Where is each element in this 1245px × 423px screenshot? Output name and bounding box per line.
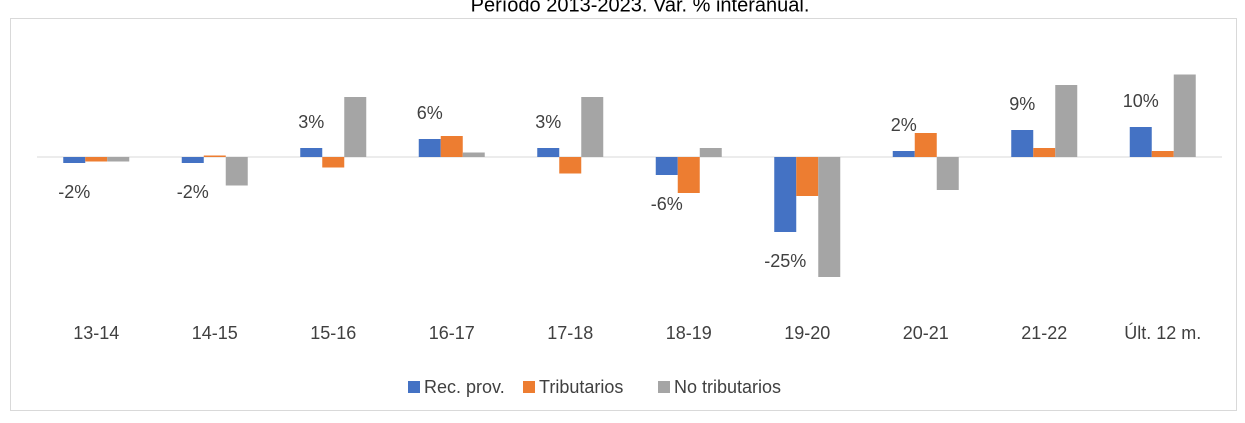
- data-label: -25%: [764, 251, 806, 271]
- bar: [936, 157, 959, 190]
- x-tick-label: 21-22: [1021, 323, 1067, 343]
- legend-label: Rec. prov.: [424, 377, 505, 397]
- bar: [63, 157, 86, 163]
- bar: [322, 157, 345, 168]
- x-tick-label: 13-14: [73, 323, 119, 343]
- data-label: -2%: [58, 182, 90, 202]
- legend-swatch: [408, 381, 420, 393]
- bar: [581, 97, 604, 157]
- x-tick-label: 18-19: [666, 323, 712, 343]
- bar: [818, 157, 841, 277]
- data-label: 6%: [417, 103, 443, 123]
- bar: [655, 157, 678, 175]
- bar: [462, 152, 485, 157]
- bar: [1011, 130, 1034, 157]
- data-label: 3%: [535, 112, 561, 132]
- bar: [796, 157, 819, 196]
- x-tick-label: 17-18: [547, 323, 593, 343]
- bar: [699, 148, 722, 157]
- bar: [1033, 148, 1056, 157]
- bar: [440, 136, 463, 157]
- data-label: 10%: [1123, 91, 1159, 111]
- bar: [677, 157, 700, 193]
- x-tick-label: Últ. 12 m.: [1124, 322, 1201, 343]
- data-label: -2%: [177, 182, 209, 202]
- legend-swatch: [523, 381, 535, 393]
- x-tick-label: 14-15: [192, 323, 238, 343]
- data-label: -6%: [651, 194, 683, 214]
- bar: [892, 151, 915, 157]
- x-tick-label: 19-20: [784, 323, 830, 343]
- legend-label: No tributarios: [674, 377, 781, 397]
- bar: [559, 157, 582, 174]
- bar: [1129, 127, 1152, 157]
- chart-frame: [10, 18, 1237, 411]
- legend-swatch: [658, 381, 670, 393]
- data-label: 2%: [891, 115, 917, 135]
- bar: [107, 157, 130, 162]
- bar: [85, 157, 108, 162]
- bar: [1055, 85, 1078, 157]
- bar: [774, 157, 797, 232]
- x-tick-label: 20-21: [903, 323, 949, 343]
- x-tick-label: 16-17: [429, 323, 475, 343]
- bar: [537, 148, 560, 157]
- bar: [203, 155, 226, 157]
- bar: [1151, 151, 1174, 157]
- bar: [418, 139, 441, 157]
- bar: [344, 97, 367, 157]
- bar: [914, 133, 937, 157]
- x-tick-label: 15-16: [310, 323, 356, 343]
- bar: [225, 157, 248, 186]
- bar: [181, 157, 204, 163]
- bar: [300, 148, 323, 157]
- bar: [1173, 74, 1196, 157]
- data-label: 9%: [1009, 94, 1035, 114]
- data-label: 3%: [298, 112, 324, 132]
- legend-label: Tributarios: [539, 377, 623, 397]
- chart-title: Período 2013-2023. Var. % interanual.: [471, 0, 810, 16]
